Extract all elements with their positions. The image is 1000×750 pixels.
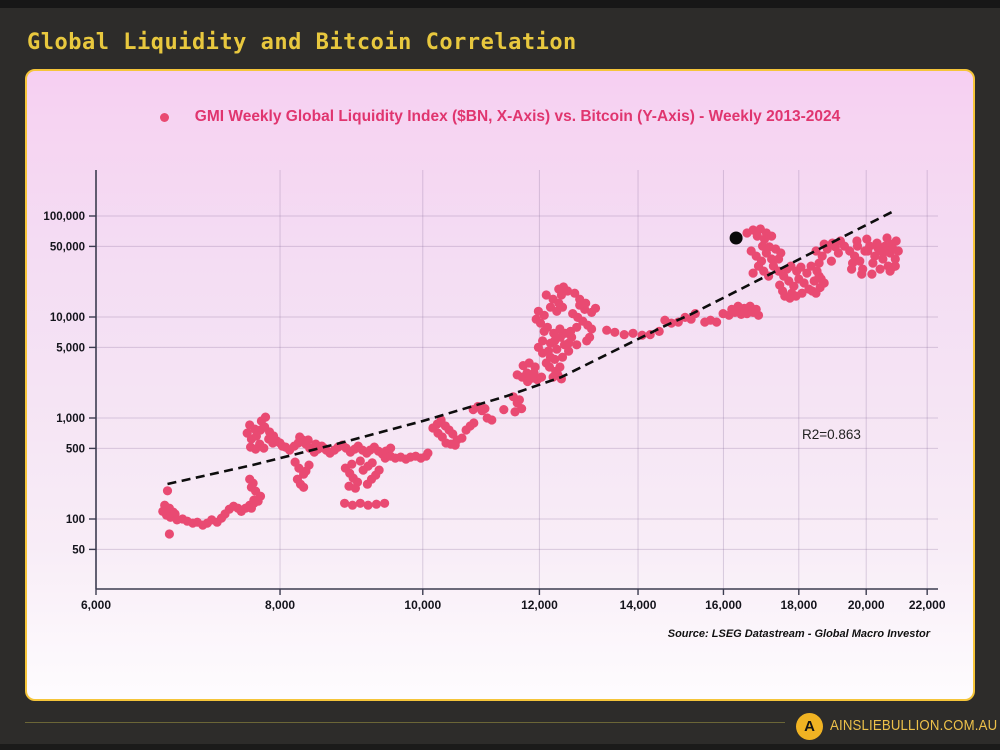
footer-divider (25, 722, 785, 723)
chart-legend: GMI Weekly Global Liquidity Index ($BN, … (25, 108, 975, 126)
brand-logo-icon: A (796, 713, 823, 740)
svg-text:16,000: 16,000 (705, 598, 742, 612)
svg-text:100: 100 (66, 514, 85, 526)
svg-text:14,000: 14,000 (620, 598, 657, 612)
source-attribution: Source: LSEG Datastream - Global Macro I… (667, 628, 930, 640)
svg-text:10,000: 10,000 (404, 598, 441, 612)
svg-text:100,000: 100,000 (43, 211, 85, 223)
page-title: Global Liquidity and Bitcoin Correlation (27, 30, 577, 55)
brand-url[interactable]: AINSLIEBULLION.COM.AU (830, 717, 998, 734)
chart-panel (25, 69, 975, 701)
legend-label: GMI Weekly Global Liquidity Index ($BN, … (194, 108, 841, 125)
svg-text:20,000: 20,000 (848, 598, 885, 612)
svg-text:12,000: 12,000 (521, 598, 558, 612)
svg-text:50: 50 (72, 544, 85, 556)
svg-text:18,000: 18,000 (780, 598, 817, 612)
svg-text:8,000: 8,000 (265, 598, 295, 612)
r2-annotation: R2=0.863 (802, 427, 861, 442)
svg-text:1,000: 1,000 (56, 413, 85, 425)
svg-text:10,000: 10,000 (50, 312, 85, 324)
top-strip (0, 0, 1000, 8)
svg-text:6,000: 6,000 (81, 598, 111, 612)
svg-text:5,000: 5,000 (56, 342, 85, 354)
bottom-strip (0, 744, 1000, 750)
svg-text:500: 500 (66, 443, 85, 455)
svg-text:22,000: 22,000 (909, 598, 946, 612)
legend-marker-icon (159, 112, 169, 122)
svg-text:50,000: 50,000 (50, 241, 85, 253)
